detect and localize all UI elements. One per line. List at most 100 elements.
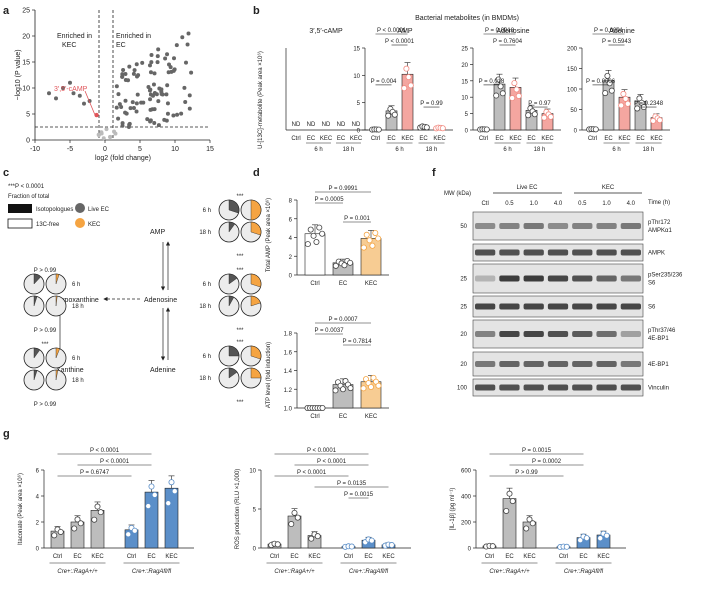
data-point [135, 74, 140, 79]
mw-marker: 20 [460, 362, 467, 368]
data-point [513, 86, 520, 93]
data-point [511, 80, 518, 87]
data-point [147, 63, 152, 68]
data-point [124, 111, 129, 116]
y-tick-label: 4 [36, 495, 40, 501]
category-label: KEC [365, 281, 378, 287]
y-tick-label: 15 [22, 60, 30, 67]
data-point [145, 503, 152, 510]
data-point [515, 92, 522, 99]
pie-slice [33, 273, 42, 285]
node-adenosine: Adenosine [144, 297, 177, 304]
data-point [77, 520, 84, 527]
category-label: KEC [91, 554, 104, 560]
data-point [339, 386, 346, 393]
p-value: P = 0.0006 [586, 79, 616, 85]
blot-band [620, 384, 641, 391]
legend-live-ec: Live EC [88, 207, 110, 213]
stat-label: *** [236, 194, 244, 200]
blot-label: S6 [648, 281, 656, 287]
data-point [180, 35, 185, 40]
time-label: 18 h [72, 378, 84, 384]
pie-kec [45, 369, 67, 391]
data-point [123, 71, 128, 76]
time-label: 18 h [534, 147, 546, 153]
data-point [288, 521, 295, 528]
pie-slice [33, 295, 38, 307]
data-point [391, 111, 398, 118]
blot-band [620, 275, 641, 282]
enriched-ec-label-2: EC [116, 42, 126, 49]
data-point [175, 112, 180, 117]
p-value: P = 0.0018 [485, 28, 515, 34]
p-value: P < 0.0001 [307, 448, 337, 454]
legend-isotopologues: Isotopologues [36, 207, 73, 213]
panel-d-chart: 0 2 4 6 8 P = 0.9991 P = 0.0005 P = 0.001 Ctrl EC… [289, 186, 389, 287]
pie-kec [45, 273, 67, 295]
p-value: P < 0.0001 [297, 470, 327, 476]
bar-chart: 0 50 100 150 200 [567, 47, 670, 135]
data-point [150, 107, 155, 112]
data-point [123, 98, 128, 103]
p-value: P = 0.2348 [634, 101, 664, 107]
time-label: 6 h [72, 282, 80, 288]
category-label: Ctrl [559, 554, 568, 560]
pie-live-ec [218, 367, 240, 389]
data-point [145, 117, 150, 122]
data-point [620, 90, 627, 97]
blot-band [523, 275, 544, 282]
y-tick-label: 1.6 [284, 350, 293, 356]
blot-band [475, 384, 496, 391]
panel-b-charts: 3′,5′-cAMP ND ND ND ND ND Ctrl EC KEC EC KEC 6 h 18 … [285, 28, 670, 153]
data-point [499, 90, 506, 97]
data-point [114, 105, 119, 110]
group-label: Ctrl [371, 136, 380, 142]
category-label: EC [147, 554, 156, 560]
data-point [149, 60, 154, 65]
blot-band [475, 331, 496, 337]
y-tick-label: 15 [353, 47, 360, 53]
data-point [114, 84, 119, 89]
blot-strip: 25 S6 [460, 295, 656, 318]
data-point [57, 528, 64, 535]
p-value: P = 0.0005 [314, 197, 344, 203]
data-point [77, 93, 82, 98]
data-point [123, 78, 128, 83]
time-label: 6 h [314, 147, 322, 153]
data-point [96, 132, 101, 137]
data-point [147, 88, 152, 93]
data-point [375, 126, 382, 133]
pie-slice [55, 273, 60, 285]
panel-label-b: b [253, 5, 260, 17]
data-point [140, 60, 145, 65]
blot-label: 4E-BP1 [648, 336, 669, 342]
y-tick-label: 0 [289, 274, 293, 280]
p-value: P < 0.0001 [90, 448, 120, 454]
legend-live-ec-swatch [75, 203, 85, 213]
group-label: EC [495, 136, 504, 142]
data-point [179, 111, 184, 116]
y-tick-label: 20 [22, 34, 30, 41]
data-point [307, 226, 314, 233]
lane-label: 1.0 [530, 201, 539, 207]
group-label: EC [604, 136, 613, 142]
data-point [368, 537, 375, 544]
group-label: KEC [320, 136, 333, 142]
data-point [74, 516, 81, 523]
panel-e-ylabel: ATP level (fold induction) [266, 342, 272, 408]
data-point [592, 126, 599, 133]
data-point [319, 230, 326, 237]
pie-slice [250, 295, 261, 307]
group-label: KEC [401, 136, 414, 142]
node-hypoxanthine: Hypoxanthine [56, 297, 99, 304]
panel-e: ATP level (fold induction) 1.01.21.41.61… [266, 317, 389, 420]
panel-b: Bacterial metabolites (in BMDMs) U-[13C]… [257, 15, 670, 153]
blot-band [620, 223, 641, 229]
data-point [531, 111, 538, 118]
data-point [367, 383, 374, 390]
lane-label: Ctl [481, 201, 488, 207]
pie-slice [55, 295, 58, 307]
y-tick-label: 1.4 [284, 369, 293, 375]
category-label: EC [579, 554, 588, 560]
y-tick-label: 150 [567, 67, 578, 73]
